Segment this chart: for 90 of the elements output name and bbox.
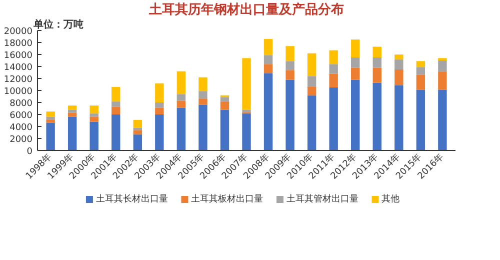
bar <box>133 130 142 134</box>
bar <box>394 70 404 86</box>
bar <box>112 114 120 150</box>
legend-label: 土耳其管材出口量 <box>286 194 358 204</box>
bar <box>307 76 316 86</box>
y-tick-label: 6000 <box>10 111 33 121</box>
bar <box>372 68 382 83</box>
annotation: 单位：万吨 <box>32 18 84 30</box>
bar <box>198 91 208 98</box>
y-tick-label: 16000 <box>4 51 33 61</box>
bar <box>438 71 447 90</box>
bar <box>264 38 273 56</box>
bar <box>286 46 294 62</box>
bar <box>394 85 404 150</box>
bar <box>264 55 273 64</box>
bar <box>176 94 186 101</box>
y-tick-label: 8000 <box>10 99 33 109</box>
y-tick-label: 12000 <box>4 75 33 85</box>
bar <box>220 97 230 102</box>
y-tick-label: 10000 <box>4 87 33 97</box>
bar <box>372 46 382 58</box>
bar <box>242 58 251 110</box>
bar <box>155 102 164 108</box>
bar <box>307 53 316 76</box>
legend-label: 土耳其板材出口量 <box>191 194 264 204</box>
bar <box>264 64 273 74</box>
bar <box>351 80 360 150</box>
chart-title: 土耳其历年钢材出口量及产品分布 <box>148 2 344 18</box>
bar <box>416 67 426 75</box>
bar <box>176 71 186 94</box>
bar <box>416 90 426 150</box>
bar <box>176 100 186 108</box>
bar <box>220 101 230 110</box>
bar <box>351 58 360 68</box>
bar <box>220 110 230 150</box>
y-tick-label: 14000 <box>4 63 33 73</box>
bar <box>155 83 164 102</box>
bar <box>46 119 55 123</box>
y-tick-label: 18000 <box>4 39 33 49</box>
bar <box>176 108 186 150</box>
bar <box>198 104 208 150</box>
bar <box>198 98 208 105</box>
y-tick-label: 4000 <box>10 123 33 133</box>
bar <box>242 113 251 150</box>
bar <box>46 112 55 117</box>
bar <box>438 90 447 150</box>
bar <box>155 108 164 114</box>
bar <box>307 95 316 150</box>
bar <box>46 116 55 120</box>
bar <box>351 40 360 58</box>
y-tick-label: 2000 <box>10 135 33 145</box>
bar <box>329 50 338 64</box>
bar <box>90 116 98 122</box>
legend-label: 土耳其长材出口量 <box>96 194 168 204</box>
bar <box>286 70 294 80</box>
bar <box>90 106 98 114</box>
bar <box>329 88 338 150</box>
bar <box>155 114 164 150</box>
bar <box>68 106 77 110</box>
bar <box>133 128 142 130</box>
bar <box>372 82 382 150</box>
bar <box>68 112 77 117</box>
bar <box>242 110 251 112</box>
bar <box>394 59 404 70</box>
bar <box>329 64 338 74</box>
bar <box>112 106 120 114</box>
bar <box>133 134 142 150</box>
bar <box>286 80 294 150</box>
bar <box>112 101 120 107</box>
bar <box>68 116 77 150</box>
bar <box>90 113 98 117</box>
bar <box>198 77 208 92</box>
bar <box>286 61 294 70</box>
y-tick-label: 20000 <box>4 27 33 37</box>
bar <box>416 74 426 90</box>
bar <box>112 86 120 102</box>
bar <box>307 86 316 96</box>
bar <box>90 122 98 150</box>
bar <box>438 60 447 72</box>
bar <box>372 58 382 68</box>
bar <box>46 122 55 150</box>
legend-label: 其他 <box>382 194 400 204</box>
bar <box>264 73 273 150</box>
y-tick-label: 0 <box>26 147 33 157</box>
bar <box>416 61 426 68</box>
bar <box>394 54 404 60</box>
bar <box>351 68 360 80</box>
bar <box>329 74 338 88</box>
bar <box>68 110 77 113</box>
bar <box>133 120 142 128</box>
